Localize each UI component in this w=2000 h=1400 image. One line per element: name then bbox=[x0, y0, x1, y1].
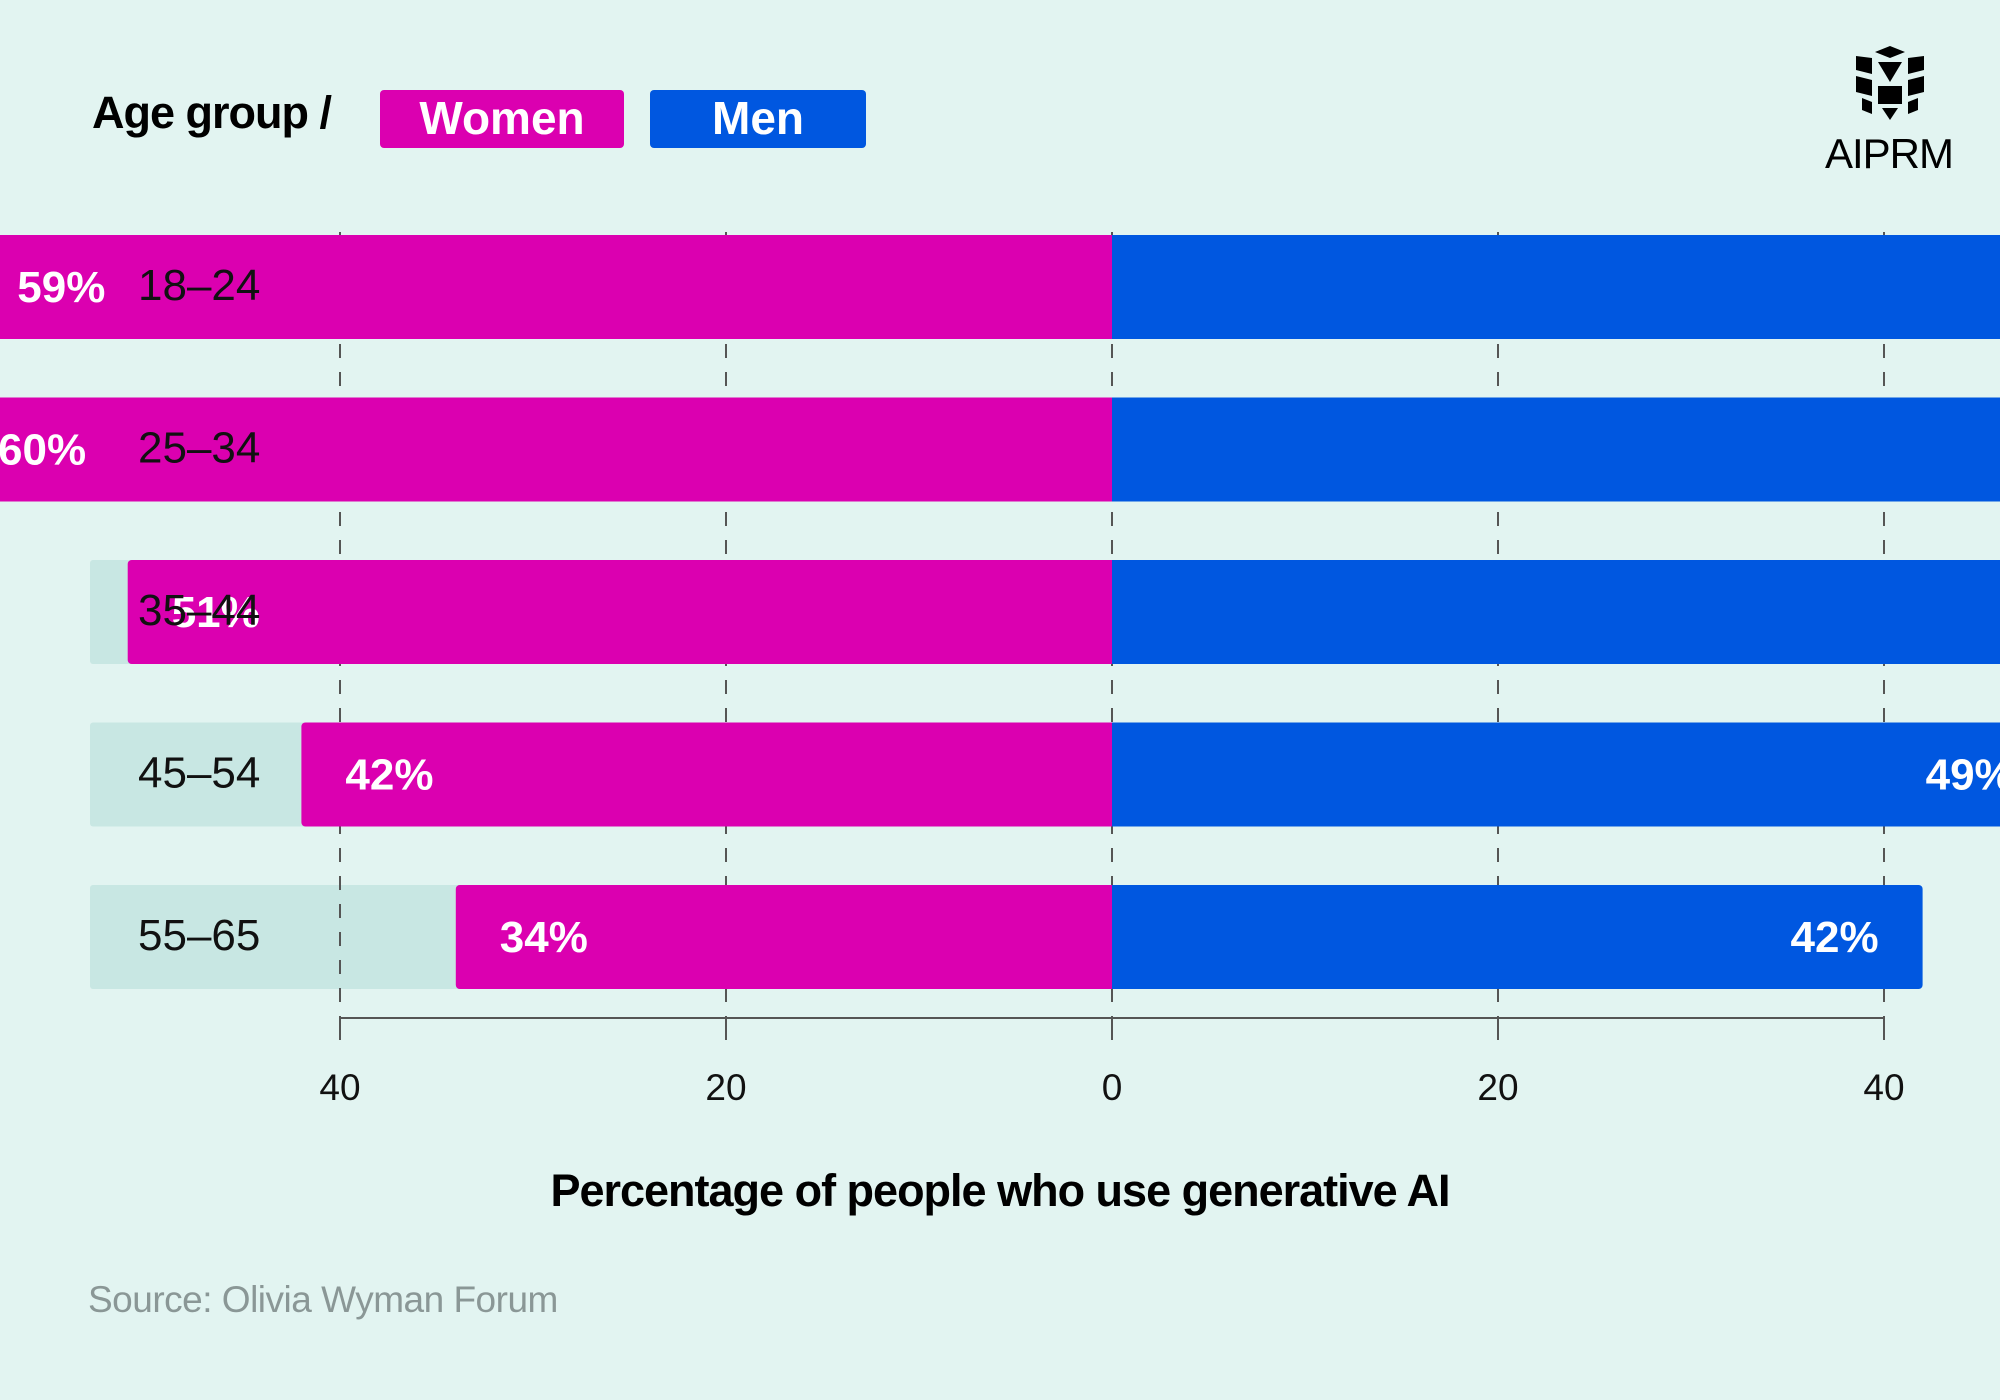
bar-women-label: 59% bbox=[17, 263, 105, 312]
bar-women-join bbox=[1106, 560, 1112, 664]
x-tick-label: 40 bbox=[319, 1067, 360, 1108]
bar-women-join bbox=[1106, 722, 1112, 827]
category-label: 25–34 bbox=[138, 424, 260, 473]
category-label: 55–65 bbox=[138, 911, 260, 960]
bar-women-join bbox=[1106, 235, 1112, 339]
bar-men-label: 42% bbox=[1791, 913, 1879, 962]
bar-men bbox=[1112, 235, 2000, 339]
bar-men-join bbox=[1112, 560, 1118, 664]
bar-women-label: 34% bbox=[500, 913, 588, 962]
aiprm-emblem-icon bbox=[1856, 46, 1924, 120]
bar-women-label: 60% bbox=[0, 426, 86, 475]
bar-women bbox=[127, 560, 1112, 664]
x-tick-label: 20 bbox=[1477, 1067, 1518, 1108]
category-label: 18–24 bbox=[138, 261, 260, 310]
bar-men-join bbox=[1112, 235, 1118, 339]
legend: Age group / Women Men bbox=[92, 87, 866, 148]
bar-women-join bbox=[1106, 397, 1112, 502]
x-axis bbox=[339, 1017, 1885, 1040]
legend-prefix: Age group / bbox=[92, 87, 332, 138]
bar-men bbox=[1112, 397, 2000, 502]
bar-men bbox=[1112, 885, 1923, 989]
bar-men-join bbox=[1112, 885, 1118, 989]
x-axis-title: Percentage of people who use generative … bbox=[550, 1165, 1449, 1216]
bar-men bbox=[1112, 560, 2000, 664]
category-label: 35–44 bbox=[138, 586, 260, 635]
bar-men bbox=[1112, 722, 2000, 827]
bar-women-label: 51% bbox=[172, 588, 260, 637]
bar-men-label: 49% bbox=[1926, 751, 2000, 800]
legend-men-swatch bbox=[650, 90, 866, 148]
bar-men-join bbox=[1112, 397, 1118, 502]
legend-men-label: Men bbox=[712, 92, 804, 144]
x-tick-label: 40 bbox=[1863, 1067, 1904, 1108]
bar-women bbox=[0, 397, 1112, 502]
aiprm-logo: AIPRM bbox=[1825, 46, 1954, 177]
bar-women-join bbox=[1106, 885, 1112, 989]
bar-women bbox=[455, 885, 1112, 989]
logo-text: AIPRM bbox=[1825, 130, 1953, 177]
bar-women-label: 42% bbox=[345, 751, 433, 800]
legend-women-label: Women bbox=[419, 92, 584, 144]
category-labels: 18–24 25–34 35–44 45–54 55–65 bbox=[138, 261, 260, 960]
x-tick-labels: 80604020020406080 bbox=[319, 1067, 1904, 1108]
x-tick-label: 20 bbox=[705, 1067, 746, 1108]
bar-women bbox=[301, 722, 1112, 827]
source-note: Source: Olivia Wyman Forum bbox=[88, 1279, 558, 1320]
legend-women-swatch bbox=[380, 90, 624, 148]
category-label: 45–54 bbox=[138, 749, 260, 798]
x-tick-label: 0 bbox=[1102, 1067, 1123, 1108]
bar-women bbox=[0, 235, 1112, 339]
bars: 59%71%60%70%51%61%42%49%34%42% bbox=[0, 235, 2000, 989]
bar-men-join bbox=[1112, 722, 1118, 827]
